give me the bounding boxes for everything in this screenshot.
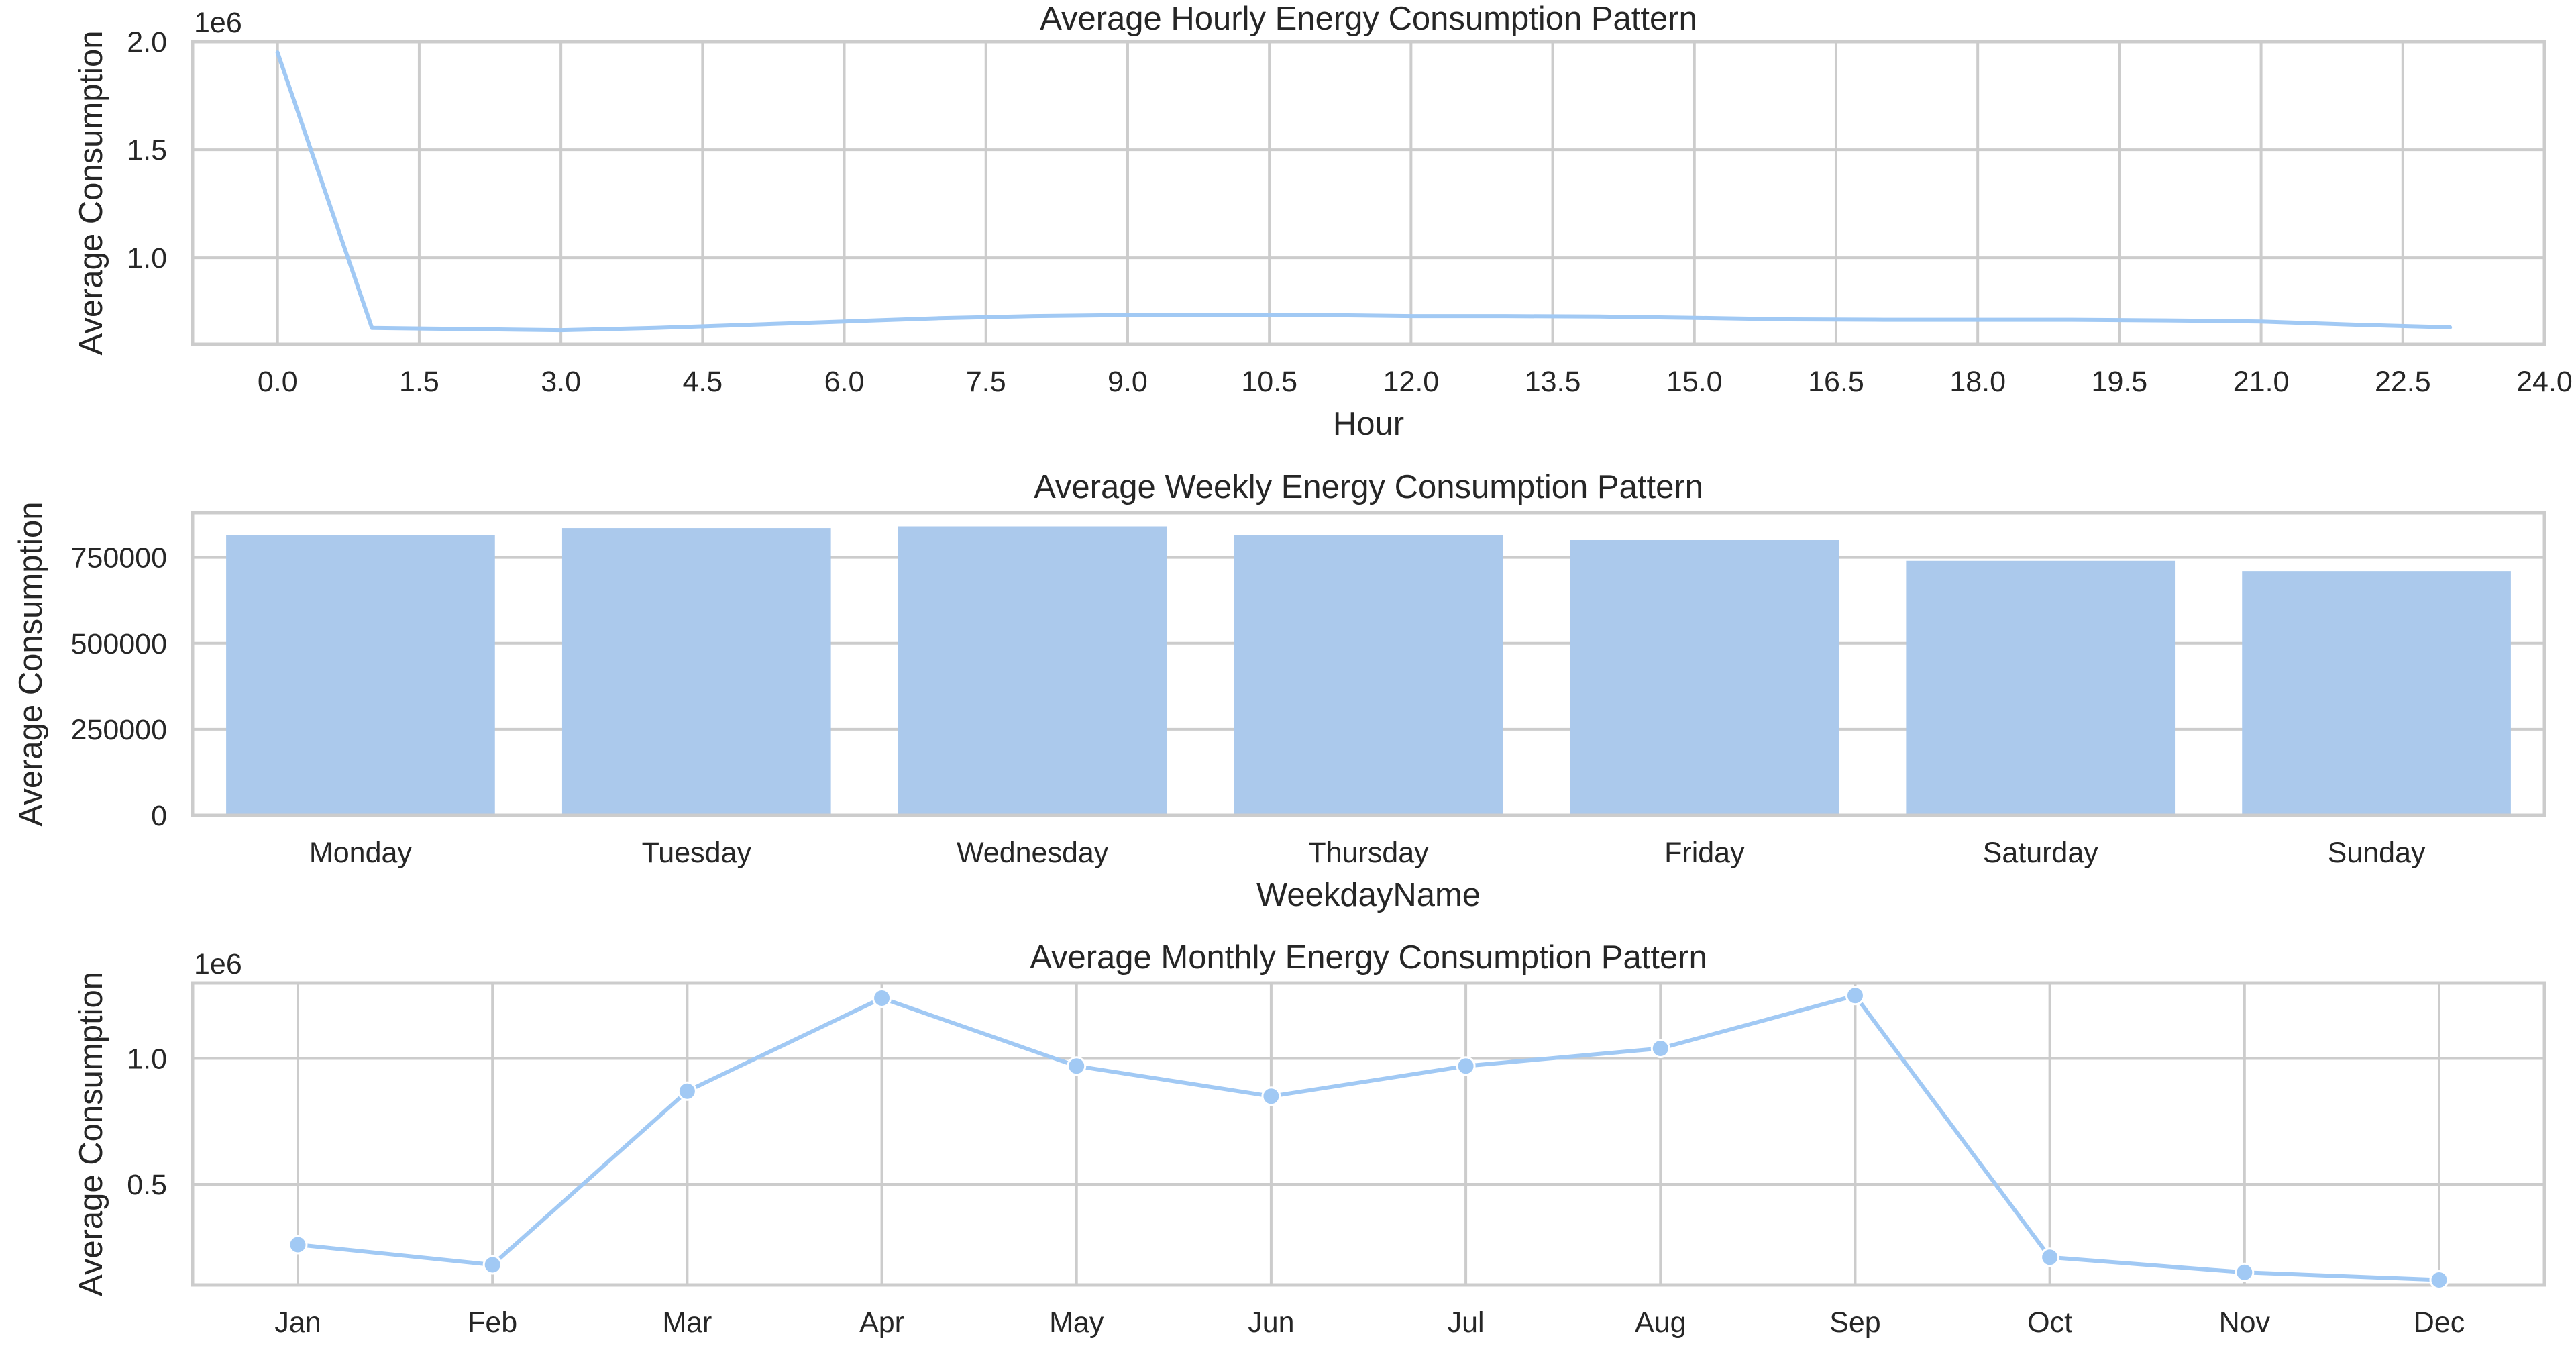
y-offset-label: 1e6 bbox=[194, 7, 242, 39]
x-tick-label: Thursday bbox=[1308, 837, 1429, 869]
x-tick-label: Saturday bbox=[1983, 837, 2099, 869]
x-tick-label: Friday bbox=[1664, 837, 1745, 869]
x-tick-label: 4.5 bbox=[682, 366, 722, 398]
y-axis-label: Average Consumption bbox=[73, 31, 109, 356]
bar-monday bbox=[226, 535, 495, 815]
x-tick-label: 19.5 bbox=[2092, 366, 2148, 398]
marker-jan bbox=[288, 1235, 308, 1255]
y-offset-label: 1e6 bbox=[194, 948, 242, 980]
x-tick-label: 24.0 bbox=[2516, 366, 2573, 398]
marker-nov bbox=[2235, 1262, 2255, 1282]
x-tick-label: Tuesday bbox=[642, 837, 752, 869]
marker-jun bbox=[1261, 1086, 1281, 1106]
x-tick-label: 6.0 bbox=[824, 366, 865, 398]
bar-saturday bbox=[1906, 560, 2176, 815]
monthly-consumption-line bbox=[297, 993, 2440, 1282]
x-axis-label: Hour bbox=[1333, 406, 1404, 442]
y-tick-label: 1.0 bbox=[127, 242, 167, 274]
marker-feb bbox=[482, 1255, 502, 1275]
y-axis-label: Average Consumption bbox=[13, 502, 49, 827]
x-tick-label: Monday bbox=[309, 837, 412, 869]
chart-title-weekly: Average Weekly Energy Consumption Patter… bbox=[1034, 469, 1703, 505]
x-tick-label: Sep bbox=[1829, 1306, 1881, 1339]
marker-apr bbox=[872, 988, 892, 1008]
hourly-consumption-line bbox=[275, 50, 2453, 333]
x-tick-label: 3.0 bbox=[541, 366, 581, 398]
y-tick-label: 250000 bbox=[71, 714, 168, 746]
y-tick-label: 500000 bbox=[71, 628, 168, 660]
x-tick-label: 15.0 bbox=[1666, 366, 1723, 398]
plot-frame-1 bbox=[191, 40, 2546, 346]
y-tick-label: 0.5 bbox=[127, 1169, 167, 1201]
x-tick-label: 0.0 bbox=[258, 366, 298, 398]
x-tick-label: 18.0 bbox=[1949, 366, 2006, 398]
bar-thursday bbox=[1234, 535, 1503, 815]
marker-dec bbox=[2429, 1270, 2449, 1290]
marker-mar bbox=[677, 1081, 697, 1101]
x-tick-label: Jan bbox=[274, 1306, 321, 1339]
x-tick-label: 21.0 bbox=[2233, 366, 2290, 398]
marker-may bbox=[1067, 1056, 1087, 1076]
y-tick-label: 1.0 bbox=[127, 1043, 167, 1076]
x-tick-label: 7.5 bbox=[966, 366, 1006, 398]
x-tick-label: May bbox=[1049, 1306, 1104, 1339]
x-tick-label: Oct bbox=[2027, 1306, 2072, 1339]
x-tick-label: 22.5 bbox=[2375, 366, 2431, 398]
bar-friday bbox=[1570, 540, 1839, 815]
x-tick-label: Feb bbox=[468, 1306, 517, 1339]
chart-title-hourly: Average Hourly Energy Consumption Patter… bbox=[1040, 1, 1697, 37]
marker-aug bbox=[1650, 1039, 1670, 1058]
x-tick-label: 13.5 bbox=[1525, 366, 1581, 398]
marker-oct bbox=[2040, 1247, 2060, 1267]
x-tick-label: 1.5 bbox=[399, 366, 439, 398]
marker-sep bbox=[1845, 986, 1865, 1006]
x-tick-label: Jun bbox=[1248, 1306, 1294, 1339]
x-tick-label: Sunday bbox=[2328, 837, 2426, 869]
x-tick-label: Nov bbox=[2219, 1306, 2271, 1339]
y-tick-label: 750000 bbox=[71, 542, 168, 574]
plot-frame-3 bbox=[191, 981, 2546, 1287]
x-tick-label: Dec bbox=[2414, 1306, 2465, 1339]
bar-wednesday bbox=[898, 526, 1167, 815]
x-tick-label: Apr bbox=[859, 1306, 904, 1339]
plot-frame-2 bbox=[191, 511, 2546, 817]
y-axis-label: Average Consumption bbox=[73, 972, 109, 1296]
x-axis-label: WeekdayName bbox=[1256, 877, 1481, 913]
y-tick-label: 1.5 bbox=[127, 134, 167, 166]
x-tick-label: Wednesday bbox=[957, 837, 1109, 869]
x-tick-label: 10.5 bbox=[1241, 366, 1297, 398]
bar-tuesday bbox=[561, 528, 831, 815]
x-tick-label: 9.0 bbox=[1108, 366, 1148, 398]
bar-sunday bbox=[2242, 571, 2511, 815]
y-tick-label: 0 bbox=[151, 800, 167, 832]
x-tick-label: Mar bbox=[662, 1306, 712, 1339]
marker-jul bbox=[1456, 1056, 1476, 1076]
x-tick-label: 12.0 bbox=[1383, 366, 1440, 398]
y-tick-label: 2.0 bbox=[127, 26, 167, 58]
chart-title-monthly: Average Monthly Energy Consumption Patte… bbox=[1030, 939, 1707, 976]
x-tick-label: Aug bbox=[1635, 1306, 1686, 1339]
x-tick-label: 16.5 bbox=[1808, 366, 1864, 398]
x-tick-label: Jul bbox=[1448, 1306, 1485, 1339]
